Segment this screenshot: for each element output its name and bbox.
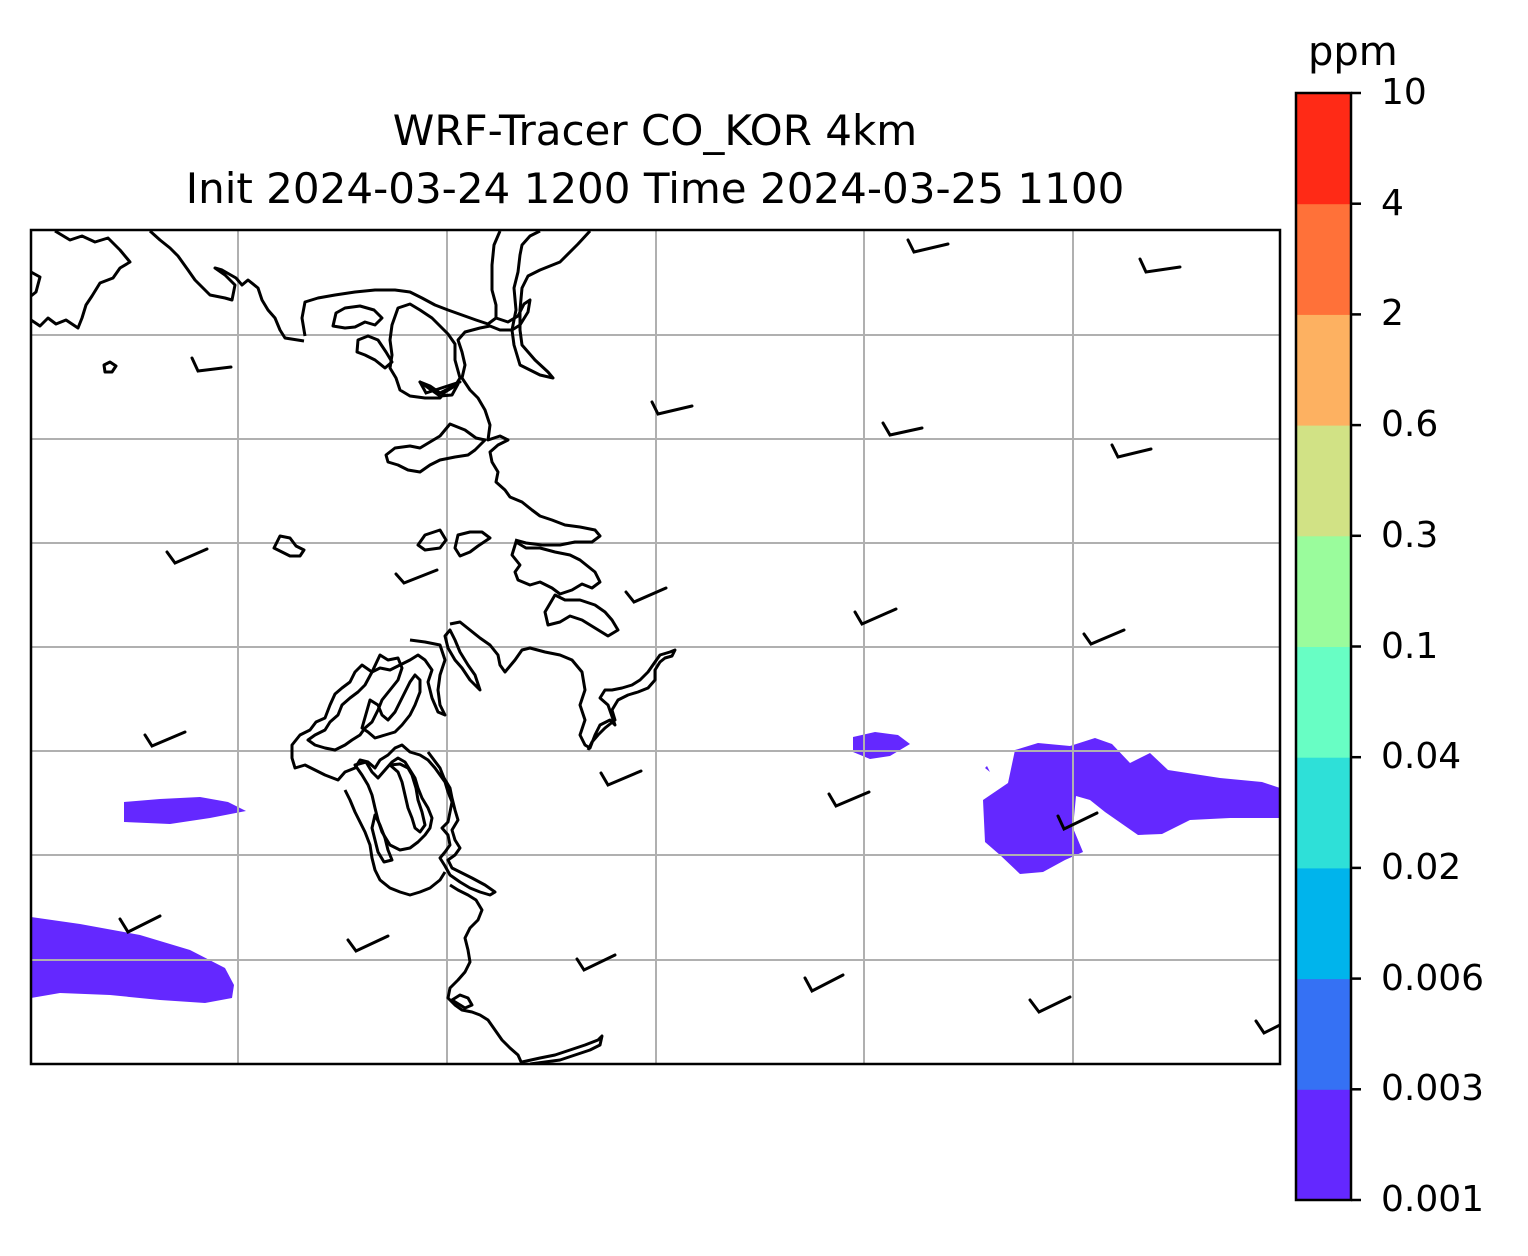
coastlines — [31, 230, 677, 1064]
wind-barb — [165, 547, 209, 565]
wind-barb — [906, 238, 950, 254]
chart-title-line2: Init 2024-03-24 1200 Time 2024-03-25 110… — [185, 164, 1125, 213]
wind-barb — [1028, 995, 1072, 1014]
colorbar-segment — [1296, 1089, 1351, 1201]
colorbar-frame — [1294, 91, 1353, 1202]
colorbar-tick-label: 0.6 — [1381, 404, 1439, 446]
colorbar-segment — [1296, 646, 1351, 758]
colorbar-tick-label: 0.006 — [1381, 957, 1485, 999]
wind-barb — [418, 380, 462, 395]
plume-west-mid — [124, 797, 246, 824]
wind-barb — [118, 914, 162, 934]
wind-barb — [881, 421, 924, 437]
colorbar-unit-label: ppm — [1308, 29, 1398, 75]
wind-barb — [394, 568, 439, 585]
colorbar-tick-label: 4 — [1381, 182, 1404, 224]
map-frame — [29, 228, 1282, 1066]
colorbar-tick-label: 0.04 — [1381, 736, 1462, 778]
colorbar-tick-label: 0.001 — [1381, 1179, 1485, 1220]
colorbar-segment — [1296, 757, 1351, 869]
colorbar-segment — [1296, 93, 1351, 205]
colorbar-tick-label: 10 — [1381, 72, 1427, 113]
wind-barb — [1254, 1019, 1280, 1035]
wind-barb — [143, 730, 187, 748]
colorbar-tick-label: 2 — [1381, 293, 1404, 335]
plume-east — [983, 738, 1280, 874]
colorbar-segment — [1296, 867, 1351, 980]
wind-barb — [624, 586, 668, 604]
wind-barb — [346, 934, 390, 953]
colorbar-segment — [1296, 425, 1351, 537]
colorbar-tick-label: 0.3 — [1381, 514, 1439, 556]
wind-barbs — [118, 238, 1280, 1035]
colorbar-tick-label: 0.02 — [1381, 846, 1462, 888]
chart-title-line1: WRF-Tracer CO_KOR 4km — [392, 106, 918, 155]
wind-barb — [190, 356, 233, 373]
colorbar-segment — [1296, 203, 1351, 315]
colorbar-segment — [1296, 978, 1351, 1090]
colorbar-tick-label: 0.003 — [1381, 1068, 1485, 1110]
wind-barb — [827, 790, 871, 808]
plume-center-small — [853, 732, 910, 759]
wind-barb — [853, 607, 898, 626]
colorbar-segment — [1296, 535, 1351, 647]
wind-barb — [803, 973, 845, 994]
wind-barb — [650, 400, 694, 416]
colorbar-tick-label: 0.1 — [1381, 625, 1439, 667]
wind-barb — [1110, 443, 1153, 459]
wind-barb — [599, 769, 643, 787]
wind-barb — [1056, 811, 1099, 832]
wind-barb — [1138, 257, 1182, 274]
wind-barb — [575, 953, 617, 972]
colorbar-segment — [1296, 314, 1351, 426]
wind-barb — [1082, 628, 1126, 646]
